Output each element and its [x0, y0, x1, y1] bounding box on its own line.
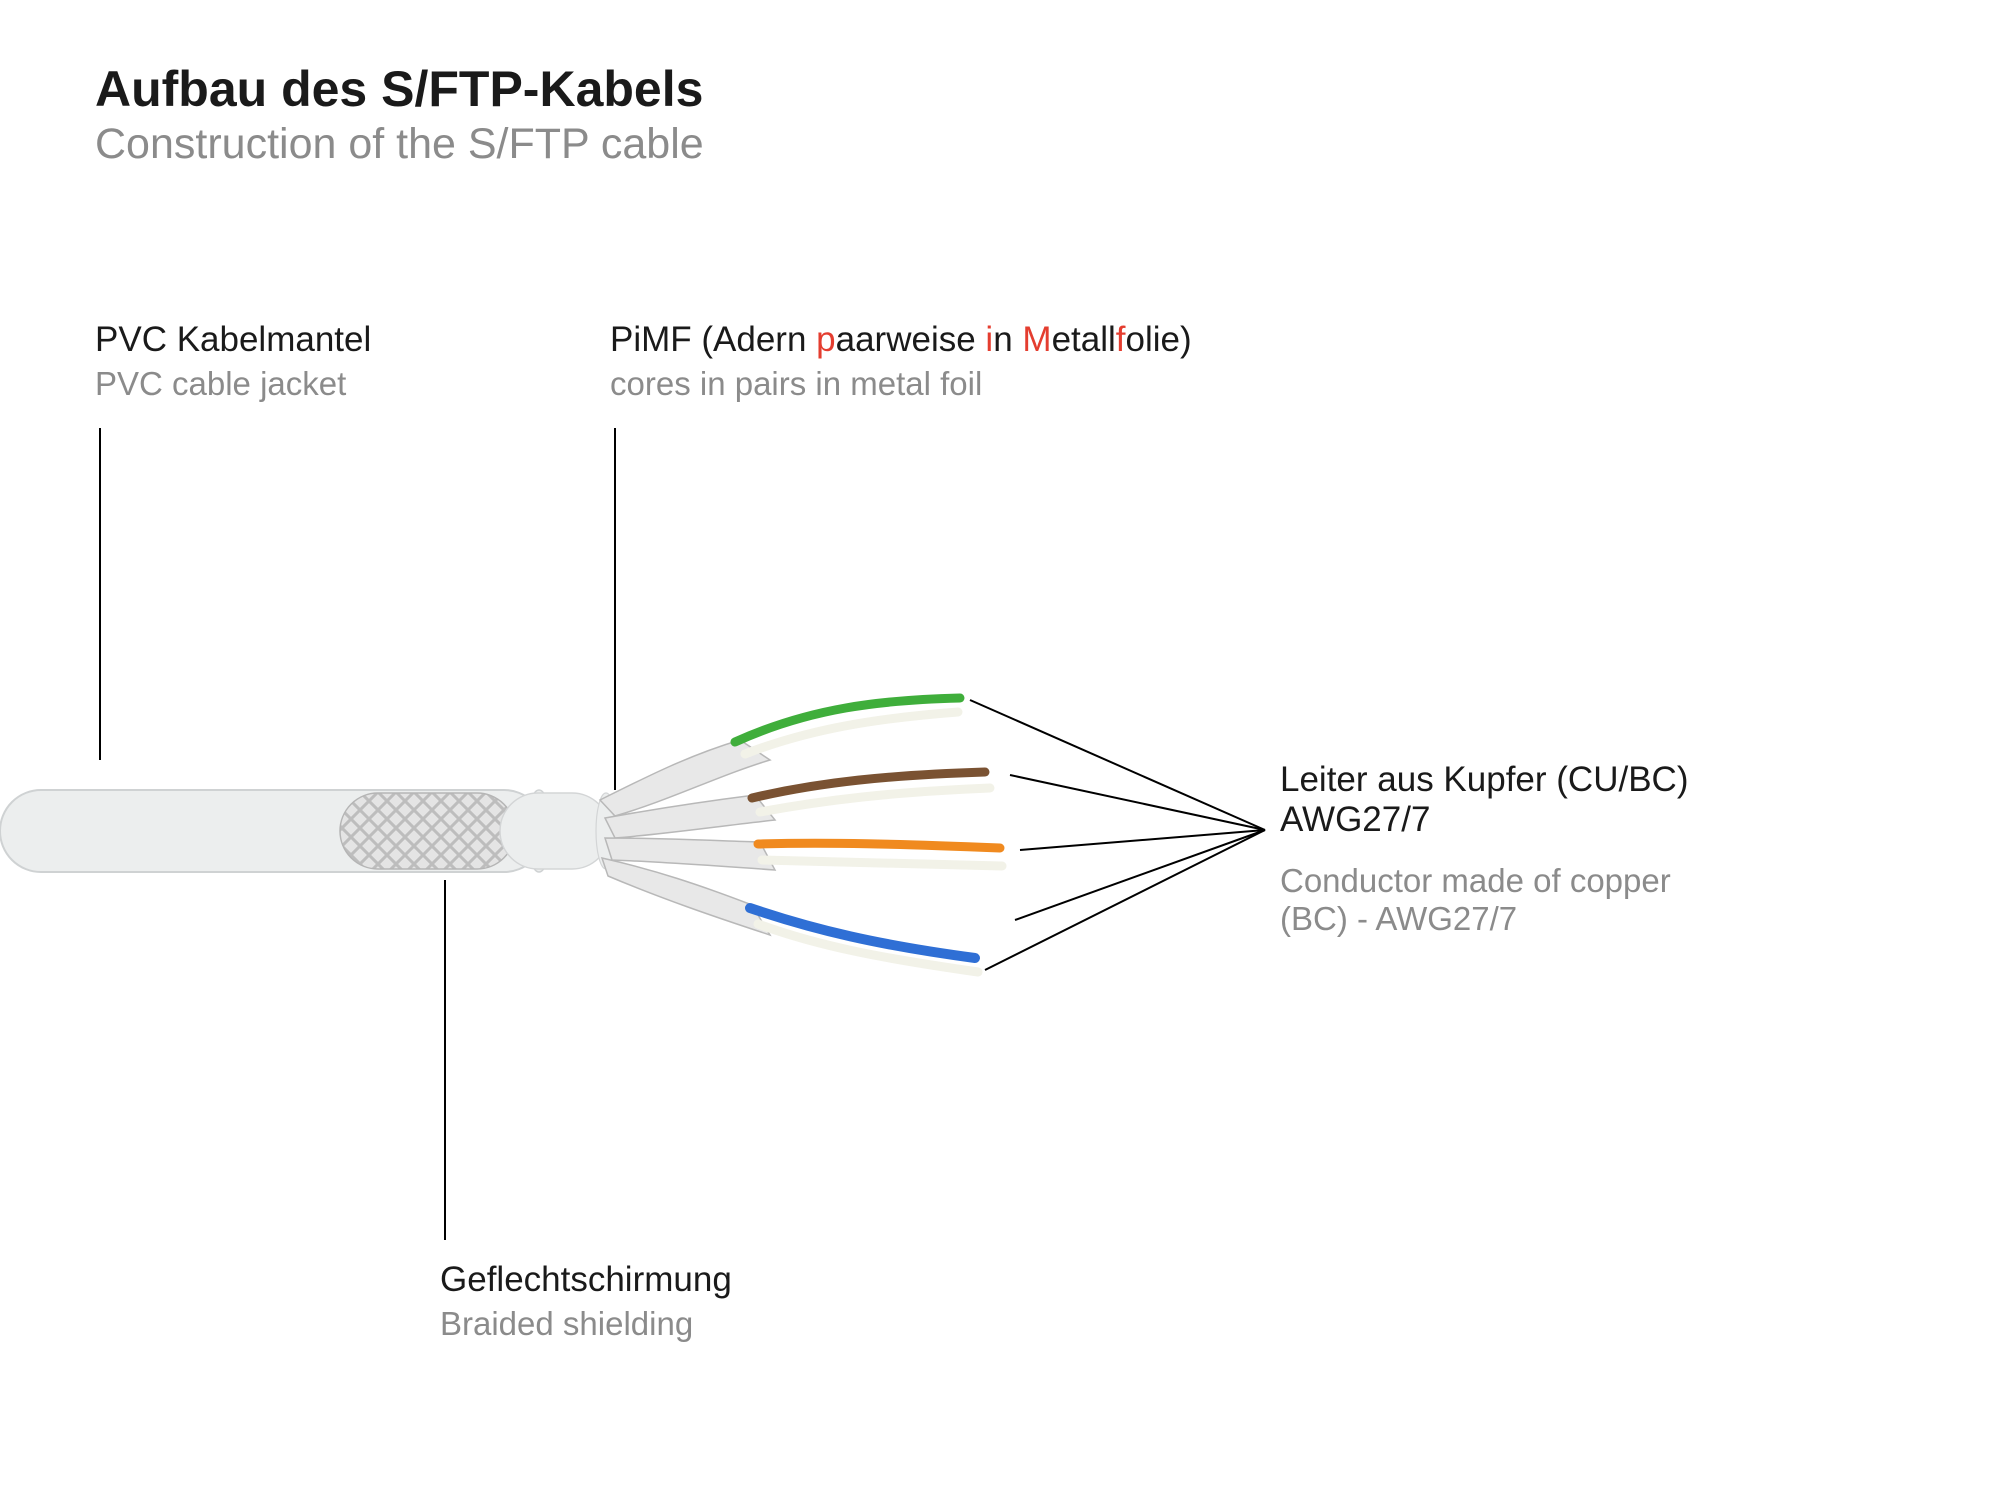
cable-diagram [0, 0, 2000, 1500]
label-pvc-de: PVC Kabelmantel [95, 320, 371, 360]
label-pimf-de: PiMF (Adern paarweise in Metallfolie) [610, 320, 1192, 360]
label-conductor-de: Leiter aus Kupfer (CU/BC) AWG27/7 [1280, 760, 1688, 840]
title-de: Aufbau des S/FTP-Kabels [95, 60, 703, 118]
label-pimf-en: cores in pairs in metal foil [610, 365, 982, 403]
title-en: Construction of the S/FTP cable [95, 120, 704, 169]
label-pvc-en: PVC cable jacket [95, 365, 346, 403]
label-conductor-en: Conductor made of copper (BC) - AWG27/7 [1280, 862, 1671, 938]
label-braid-en: Braided shielding [440, 1305, 693, 1343]
label-braid-de: Geflechtschirmung [440, 1260, 732, 1300]
